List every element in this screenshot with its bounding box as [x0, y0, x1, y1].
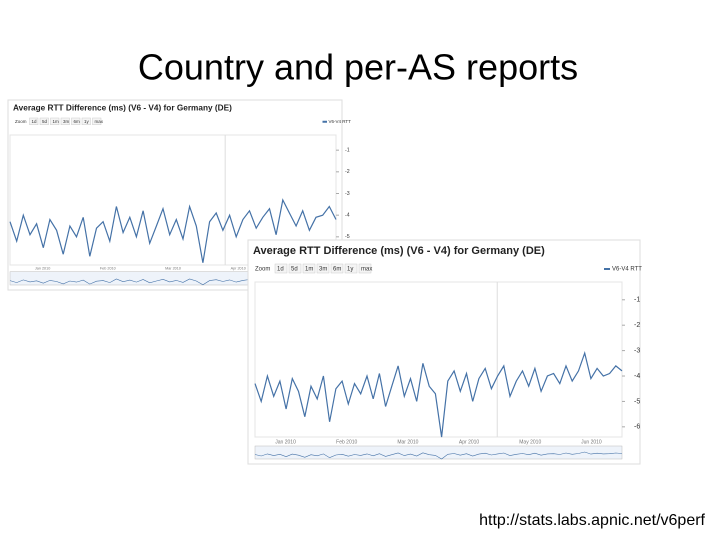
- x-tick-label: Feb 2010: [336, 439, 357, 445]
- zoom-button[interactable]: [39, 117, 49, 125]
- zoom-label: 3m: [319, 267, 327, 273]
- zoom-label: 1d: [277, 267, 284, 273]
- zoom-button[interactable]: [344, 263, 358, 274]
- series-line: [9, 198, 337, 263]
- url: http://stats.labs.apnic.net/v6perf: [479, 512, 705, 529]
- y-tick-label: -3: [345, 191, 350, 197]
- zoom-button[interactable]: [274, 263, 288, 274]
- zoom-button[interactable]: [358, 263, 372, 274]
- zoom-label: 6m: [74, 119, 81, 124]
- x-tick-label: Jan 2010: [275, 439, 296, 445]
- y-tick-label: -4: [634, 373, 640, 380]
- legend-label: V6-V4 RTT: [612, 267, 642, 273]
- zoom-button[interactable]: [92, 117, 102, 125]
- y-tick-label: -6: [634, 424, 640, 431]
- zoom-button[interactable]: [60, 117, 70, 125]
- series-line: [254, 350, 623, 438]
- zoom-label: Zoom: [255, 267, 270, 273]
- zoom-label: 1m: [305, 267, 313, 273]
- zoom-label: 6m: [333, 267, 341, 273]
- legend-label: V6-V4 RTT: [329, 119, 352, 124]
- y-tick-label: -1: [345, 148, 350, 154]
- zoom-label: Zoom: [15, 119, 27, 124]
- zoom-label: 3m: [63, 119, 70, 124]
- zoom-button[interactable]: [71, 117, 81, 125]
- zoom-label: 5d: [291, 267, 298, 273]
- y-tick-label: -5: [634, 398, 640, 405]
- x-tick-label: May 2010: [519, 439, 541, 445]
- zoom-button[interactable]: [302, 263, 316, 274]
- x-tick-label: Apr 2010: [231, 267, 246, 271]
- x-tick-label: Mar 2010: [165, 267, 181, 271]
- x-tick-label: Jun 2010: [581, 439, 602, 445]
- y-tick-label: -2: [634, 322, 640, 329]
- zoom-button[interactable]: [50, 117, 60, 125]
- zoom-button[interactable]: [81, 117, 91, 125]
- zoom-button[interactable]: [288, 263, 302, 274]
- zoom-label: 5d: [42, 119, 48, 124]
- slide-title: Country and per-AS reports: [138, 47, 578, 88]
- y-tick-label: -5: [345, 234, 350, 240]
- x-tick-label: Jan 2010: [35, 267, 50, 271]
- chart-title: Average RTT Difference (ms) (V6 - V4) fo…: [13, 103, 232, 112]
- zoom-label: max: [95, 119, 104, 124]
- navigator-line: [254, 451, 623, 460]
- zoom-button[interactable]: [29, 117, 39, 125]
- x-tick-label: Feb 2010: [100, 267, 116, 271]
- y-tick-label: -3: [634, 347, 640, 354]
- zoom-label: 1d: [32, 119, 38, 124]
- x-tick-label: Mar 2010: [397, 439, 418, 445]
- zoom-label: 1m: [53, 119, 60, 124]
- zoom-label: 1y: [347, 267, 353, 273]
- chart-screenshot: Average RTT Difference (ms) (V6 - V4) fo…: [247, 239, 642, 465]
- y-tick-label: -1: [634, 297, 640, 304]
- zoom-label: 1y: [84, 119, 90, 124]
- y-tick-label: -4: [345, 213, 350, 219]
- screenshot-frame: [247, 239, 641, 465]
- plot-area: [254, 281, 623, 438]
- zoom-label: max: [361, 267, 372, 273]
- plot-area: [9, 134, 337, 266]
- chart-title: Average RTT Difference (ms) (V6 - V4) fo…: [253, 245, 545, 257]
- zoom-button[interactable]: [330, 263, 344, 274]
- y-tick-label: -2: [345, 169, 350, 175]
- zoom-button[interactable]: [316, 263, 330, 274]
- x-tick-label: Apr 2010: [459, 439, 480, 445]
